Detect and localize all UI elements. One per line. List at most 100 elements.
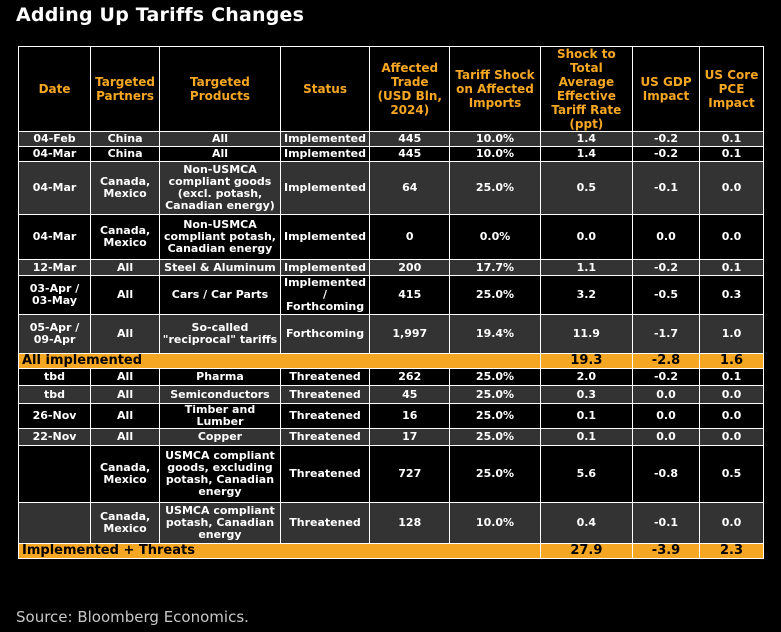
cell-trade: 200 [369,259,451,276]
cell-trade: 64 [369,161,451,215]
cell-shock: 25.0% [449,368,541,386]
table-row: 04-Mar Canada, Mexico Non-USMCA compliant … [17,161,764,215]
table-row: tbd All Semiconductors Threatened 45 25.0% 0.3… [17,385,764,404]
cell-date: 04-Mar [17,214,92,260]
grandtotal-row-gdp: -3.9 [632,543,701,559]
cell-date: 05-Apr / 09-Apr [17,314,92,354]
header-shock: Tariff Shock on Affected Imports [449,46,541,132]
cell-products: Semiconductors [159,385,281,404]
cell-total: 0.3 [539,385,634,404]
table-row: 22-Nov All Copper Threatened 17 25.0% 0.1 0.0 0.… [17,428,764,446]
cell-gdp: -0.1 [632,161,701,215]
cell-status: Threatened [279,368,371,386]
grandtotal-row-label: Implemented + Threats [18,543,541,559]
subtotal-row: All implemented 19.3 -2.8 1.6 [18,353,764,369]
cell-partners: All [90,385,161,404]
cell-partners: All [90,259,161,276]
cell-trade: 17 [369,428,451,446]
cell-date: tbd [17,368,92,386]
cell-partners: All [90,368,161,386]
cell-pce: 0.5 [699,445,764,503]
cell-gdp: 0.0 [632,214,701,260]
cell-total: 3.2 [539,275,634,315]
table-row: Canada, Mexico USMCA compliant goods, exc… [17,445,764,503]
cell-date: 26-Nov [17,403,92,429]
cell-date: 22-Nov [17,428,92,446]
cell-date: 04-Feb [17,131,92,147]
cell-partners: All [90,314,161,354]
cell-products: Timber and Lumber [159,403,281,429]
cell-date: tbd [17,385,92,404]
cell-date: 04-Mar [17,146,92,162]
cell-date: 03-Apr / 03-May [17,275,92,315]
cell-partners: All [90,275,161,315]
cell-pce: 0.1 [699,146,764,162]
cell-partners: Canada, Mexico [90,214,161,260]
header-date: Date [17,46,92,132]
table-row: 05-Apr / 09-Apr All So-called "reciprocal"… [17,314,764,354]
cell-shock: 19.4% [449,314,541,354]
cell-total: 5.6 [539,445,634,503]
cell-shock: 25.0% [449,275,541,315]
cell-pce: 0.0 [699,214,764,260]
header-trade: Affected Trade (USD Bln, 2024) [369,46,451,132]
table-row: tbd All Pharma Threatened 262 25.0% 2.0 -0.2 0.1 [17,368,764,386]
table-row: 12-Mar All Steel & Aluminum Implemented 200 1… [17,259,764,276]
cell-gdp: -0.2 [632,146,701,162]
header-pce: US Core PCE Impact [699,46,764,132]
cell-pce: 0.1 [699,131,764,147]
subtotal-row-total: 19.3 [539,353,634,369]
cell-shock: 17.7% [449,259,541,276]
cell-total: 11.9 [539,314,634,354]
cell-total: 0.5 [539,161,634,215]
cell-shock: 25.0% [449,403,541,429]
cell-partners: All [90,403,161,429]
header-products: Targeted Products [159,46,281,132]
cell-products: Pharma [159,368,281,386]
cell-products: Non-USMCA compliant potash, Canadian ene… [159,214,281,260]
cell-trade: 445 [369,146,451,162]
cell-status: Threatened [279,428,371,446]
header-gdp: US GDP Impact [632,46,701,132]
source-note: Source: Bloomberg Economics. [16,608,249,626]
cell-status: Threatened [279,502,371,544]
table-row: 04-Mar China All Implemented 445 10.0% 1.4 -0.2… [17,146,764,162]
cell-partners: China [90,146,161,162]
cell-status: Implemented [279,161,371,215]
cell-trade: 262 [369,368,451,386]
cell-shock: 25.0% [449,161,541,215]
cell-total: 1.4 [539,131,634,147]
grandtotal-row: Implemented + Threats 27.9 -3.9 2.3 [18,543,764,559]
cell-trade: 16 [369,403,451,429]
table-row: 03-Apr / 03-May All Cars / Car Parts Implem… [17,275,764,315]
cell-status: Threatened [279,385,371,404]
cell-date: 04-Mar [17,161,92,215]
cell-partners: Canada, Mexico [90,445,161,503]
cell-partners: All [90,428,161,446]
header-status: Status [279,46,371,132]
cell-products: USMCA compliant potash, Canadian energy [159,502,281,544]
cell-shock: 25.0% [449,385,541,404]
cell-shock: 10.0% [449,146,541,162]
cell-shock: 10.0% [449,502,541,544]
cell-total: 0.1 [539,403,634,429]
cell-status: Implemented [279,259,371,276]
cell-pce: 0.1 [699,259,764,276]
cell-trade: 0 [369,214,451,260]
cell-pce: 0.3 [699,275,764,315]
subtotal-row-gdp: -2.8 [632,353,701,369]
cell-total: 0.0 [539,214,634,260]
cell-status: Implemented [279,131,371,147]
cell-pce: 0.0 [699,428,764,446]
cell-status: Implemented [279,146,371,162]
cell-total: 0.4 [539,502,634,544]
table-row: Canada, Mexico USMCA compliant potash, Ca… [17,502,764,544]
table-row: 04-Feb China All Implemented 445 10.0% 1.4 -0.2… [17,131,764,147]
cell-gdp: -0.2 [632,259,701,276]
grandtotal-row-pce: 2.3 [699,543,764,559]
cell-total: 1.4 [539,146,634,162]
cell-shock: 0.0% [449,214,541,260]
cell-status: Implemented [279,214,371,260]
table-row: 04-Mar Canada, Mexico Non-USMCA compliant … [17,214,764,260]
cell-gdp: 0.0 [632,428,701,446]
